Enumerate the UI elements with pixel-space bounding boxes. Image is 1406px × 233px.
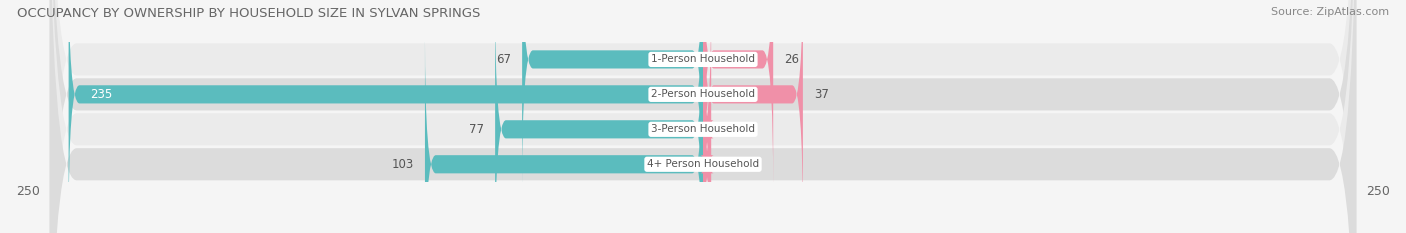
FancyBboxPatch shape [495,0,703,233]
FancyBboxPatch shape [49,0,1357,233]
Text: 3-Person Household: 3-Person Household [651,124,755,134]
FancyBboxPatch shape [49,0,1357,233]
Text: 3: 3 [721,123,730,136]
FancyBboxPatch shape [425,34,703,233]
Text: 2-Person Household: 2-Person Household [651,89,755,99]
Text: 3: 3 [721,158,730,171]
Text: 77: 77 [470,123,484,136]
Text: Source: ZipAtlas.com: Source: ZipAtlas.com [1271,7,1389,17]
FancyBboxPatch shape [703,0,803,225]
Text: OCCUPANCY BY OWNERSHIP BY HOUSEHOLD SIZE IN SYLVAN SPRINGS: OCCUPANCY BY OWNERSHIP BY HOUSEHOLD SIZE… [17,7,481,20]
Text: 67: 67 [496,53,512,66]
FancyBboxPatch shape [700,0,714,233]
Text: 235: 235 [90,88,112,101]
FancyBboxPatch shape [700,34,714,233]
Text: 103: 103 [392,158,415,171]
FancyBboxPatch shape [522,0,703,190]
FancyBboxPatch shape [69,0,703,225]
FancyBboxPatch shape [49,0,1357,233]
Text: 26: 26 [785,53,799,66]
Text: 37: 37 [814,88,828,101]
Text: 1-Person Household: 1-Person Household [651,55,755,64]
Text: 4+ Person Household: 4+ Person Household [647,159,759,169]
FancyBboxPatch shape [703,0,773,190]
FancyBboxPatch shape [49,0,1357,233]
